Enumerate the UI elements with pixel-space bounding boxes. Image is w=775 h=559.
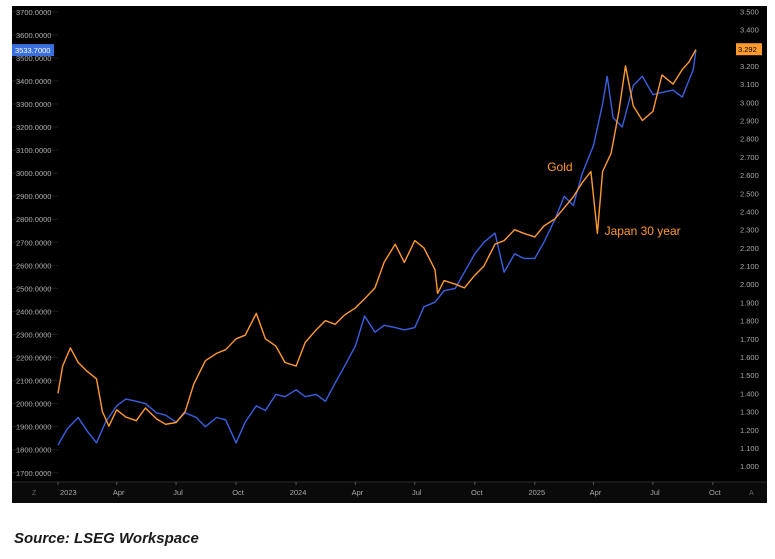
left-tick-label: 2400.0000 — [16, 307, 51, 316]
right-tick-label: 1.200 — [740, 426, 759, 435]
x-axis-strip — [12, 482, 767, 503]
right-tick-label: 2.400 — [740, 207, 759, 216]
right-tick-label: 3.400 — [740, 26, 759, 35]
corner-left-label: Z — [32, 490, 37, 497]
right-tick-label: 2.300 — [740, 226, 759, 235]
right-tick-label: 1.900 — [740, 298, 759, 307]
x-tick-label: Jul — [650, 488, 660, 497]
right-tick-label: 2.900 — [740, 117, 759, 126]
right-tick-label: 1.100 — [740, 444, 759, 453]
chart-svg: 3700.0000 3600.0000 3500.0000 3400.0000 3300… — [12, 6, 767, 503]
x-tick-label: Apr — [113, 488, 125, 497]
right-tick-label: 1.300 — [740, 408, 759, 417]
right-tick-label: 3.000 — [740, 98, 759, 107]
left-tick-label: 3000.0000 — [16, 169, 51, 178]
right-tick-label: 2.100 — [740, 262, 759, 271]
plot-area — [58, 9, 722, 482]
series-line-japan-30-year — [57, 49, 697, 427]
left-tick-label: 2700.0000 — [16, 238, 51, 247]
right-tick-label: 3.500 — [740, 7, 759, 16]
left-tick-label: 1900.0000 — [16, 423, 51, 432]
left-tick-label: 3500.0000 — [16, 54, 51, 63]
left-tick-label: 2300.0000 — [16, 330, 51, 339]
left-tick-label: 3600.0000 — [16, 31, 51, 40]
left-tick-label: 3400.0000 — [16, 77, 51, 86]
chart: 3700.0000 3600.0000 3500.0000 3400.0000 3300… — [12, 6, 767, 503]
left-tick-label: 1700.0000 — [16, 469, 51, 478]
x-tick-label: Apr — [352, 488, 364, 497]
left-tick-label: 3700.0000 — [16, 8, 51, 17]
right-tick-label: 1.700 — [740, 335, 759, 344]
left-tick-label: 2500.0000 — [16, 284, 51, 293]
left-tick-label: 3300.0000 — [16, 100, 51, 109]
x-tick-label: Jul — [412, 488, 422, 497]
right-tick-label: 2.500 — [740, 189, 759, 198]
corner-right-label: A — [749, 490, 754, 497]
right-last-value-badge — [736, 43, 762, 56]
x-tick-label: Oct — [232, 488, 245, 497]
x-tick-label: 2025 — [528, 488, 545, 497]
right-tick-label: 1.800 — [740, 317, 759, 326]
left-tick-label: 2900.0000 — [16, 192, 51, 201]
right-tick-label: 1.500 — [740, 371, 759, 380]
right-tick-label: 2.200 — [740, 244, 759, 253]
x-tick-label: 2024 — [290, 488, 307, 497]
left-tick-label: 2200.0000 — [16, 354, 51, 363]
series-line-gold — [57, 50, 697, 446]
x-tick-label: Apr — [590, 488, 602, 497]
left-tick-label: 3100.0000 — [16, 146, 51, 155]
x-tick-label: Jul — [173, 488, 183, 497]
right-tick-label: 1.400 — [740, 389, 759, 398]
x-tick-label: Oct — [709, 488, 722, 497]
left-last-value-badge — [12, 44, 54, 57]
right-tick-label: 2.700 — [740, 153, 759, 162]
annotation-japan-30-year: Japan 30 year — [605, 224, 681, 238]
right-tick-label: 1.000 — [740, 462, 759, 471]
left-tick-label: 1800.0000 — [16, 446, 51, 455]
x-tick-label: Oct — [471, 488, 484, 497]
right-last-value-label: 3.292 — [738, 45, 757, 54]
x-tick-label: 2023 — [60, 488, 77, 497]
left-last-value-label: 3533.7000 — [15, 46, 50, 55]
right-tick-label: 2.600 — [740, 171, 759, 180]
left-tick-label: 2100.0000 — [16, 377, 51, 386]
right-tick-label: 2.000 — [740, 280, 759, 289]
right-tick-label: 3.200 — [740, 62, 759, 71]
left-tick-label: 2600.0000 — [16, 261, 51, 270]
right-tick-label: 1.600 — [740, 353, 759, 362]
left-tick-label: 2000.0000 — [16, 400, 51, 409]
right-tick-label: 2.800 — [740, 135, 759, 144]
left-tick-label: 2800.0000 — [16, 215, 51, 224]
source-caption: Source: LSEG Workspace — [14, 530, 199, 547]
annotation-gold: Gold — [547, 160, 572, 174]
right-tick-label: 3.100 — [740, 80, 759, 89]
left-tick-label: 3200.0000 — [16, 123, 51, 132]
